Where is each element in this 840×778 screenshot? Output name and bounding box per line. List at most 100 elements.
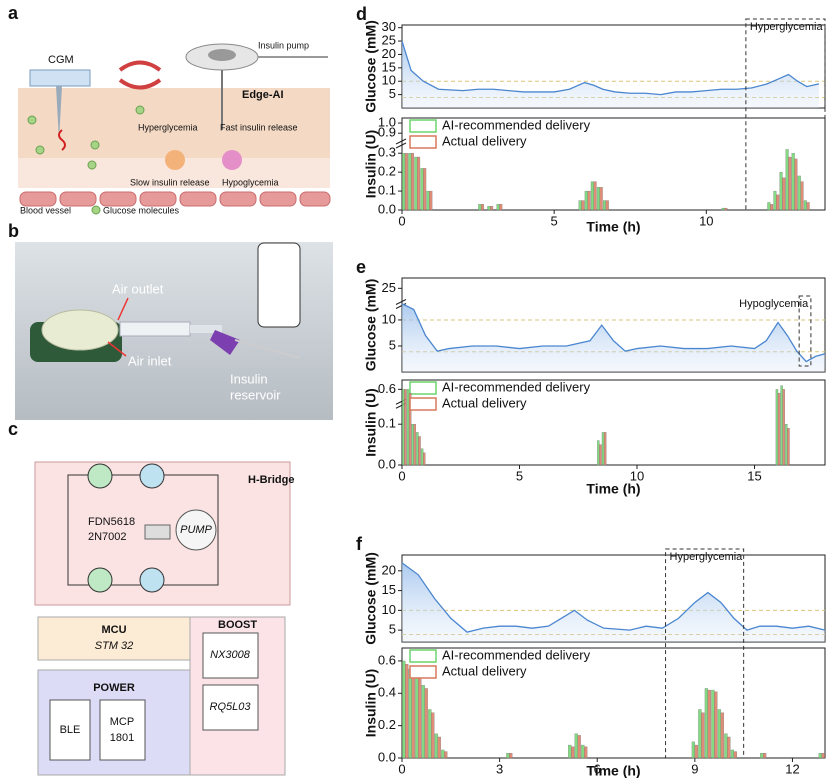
y-tick-label: 0.3	[378, 145, 396, 160]
bar	[426, 190, 430, 211]
bar	[707, 689, 711, 759]
x-tick-label: 12	[785, 761, 799, 776]
annotation-label: Hyperglycemia	[670, 551, 744, 563]
bar	[727, 736, 731, 759]
x-axis-label: Time (h)	[586, 763, 640, 778]
glucose-line	[401, 303, 826, 363]
bar	[704, 688, 709, 759]
bar	[599, 187, 603, 211]
legend-label: AI-recommended delivery	[442, 647, 591, 662]
x-tick-label: 6	[594, 761, 601, 776]
bar	[773, 190, 777, 211]
bar	[410, 153, 415, 211]
pump-body	[41, 309, 119, 351]
bar	[694, 744, 698, 759]
particle	[165, 150, 185, 170]
legend-swatch	[409, 665, 437, 679]
y-axis-label: Insulin (U)	[363, 130, 379, 198]
y-axis-label: Insulin (U)	[363, 669, 379, 737]
bar	[698, 709, 702, 759]
y-tick-label: 10	[382, 602, 396, 617]
bar	[431, 712, 435, 759]
legend-swatch	[409, 649, 437, 663]
bar	[584, 746, 588, 759]
bar	[411, 672, 415, 759]
bar	[424, 688, 428, 759]
y-axis-label: Insulin (U)	[363, 388, 379, 456]
bar	[478, 204, 482, 211]
transistor	[87, 567, 113, 593]
bar	[597, 440, 600, 466]
bar	[724, 733, 728, 759]
x-axis-label: Time (h)	[586, 481, 640, 497]
bar	[603, 200, 607, 211]
label: Hypoglycemia	[222, 177, 279, 187]
glucose-line	[401, 40, 820, 96]
annotation-label: Hypoglycemia	[739, 298, 809, 310]
bar	[411, 424, 414, 466]
label: MCU	[101, 624, 126, 636]
chip-box	[202, 632, 259, 679]
bar	[730, 749, 735, 759]
panel-a: a CGM Insulin pump Edge-AI Hyperglycemia…	[8, 3, 331, 215]
glucose-dots	[27, 105, 145, 170]
bar	[721, 207, 725, 211]
legend-swatch	[409, 135, 437, 149]
bar	[760, 752, 764, 759]
y-axis-label: Glucose (mM)	[363, 20, 379, 113]
y-tick-label: 5	[389, 622, 396, 637]
cgm-needle	[56, 86, 62, 140]
plot-frame	[401, 117, 826, 211]
bar	[581, 200, 585, 211]
bar	[434, 733, 438, 759]
bar	[581, 744, 585, 759]
label: STM 32	[95, 640, 134, 652]
label: MCP	[110, 716, 134, 728]
y-tick-label: 0.1	[378, 416, 396, 431]
bar	[421, 685, 425, 759]
label: FDN5618	[88, 516, 135, 528]
legend-label: Actual delivery	[442, 133, 527, 148]
particle	[222, 150, 242, 170]
label: RQ5L03	[210, 701, 252, 713]
bar	[714, 691, 718, 759]
bar	[444, 751, 448, 759]
y-tick-label: 5	[389, 86, 396, 101]
legend-label: AI-recommended delivery	[442, 379, 591, 394]
legend-swatch	[409, 397, 437, 411]
y-tick-label: 30	[382, 19, 396, 34]
pump-symbol	[175, 509, 217, 551]
bar	[775, 389, 779, 466]
y-tick-label: 15	[382, 59, 396, 74]
bar	[578, 200, 582, 211]
bar	[777, 392, 781, 466]
bar	[420, 448, 424, 466]
bar	[779, 171, 783, 211]
label: Glucose molecules	[103, 205, 180, 215]
y-tick-label: 25	[382, 280, 396, 295]
bar	[596, 187, 600, 211]
bar	[724, 207, 728, 211]
y-tick-label: 0.0	[378, 201, 396, 216]
bar	[506, 752, 510, 759]
bar	[414, 156, 418, 211]
bar	[776, 194, 780, 211]
label: Slow insulin release	[130, 177, 210, 187]
y-tick-label: 20	[382, 46, 396, 61]
x-axis-label: Time (h)	[586, 219, 640, 235]
label: BOOST	[218, 619, 257, 631]
y-tick-label: 10	[382, 311, 396, 326]
panel-letter: d	[356, 4, 367, 24]
label: BLE	[60, 724, 81, 736]
glucose-area	[402, 41, 819, 109]
panel-b: b Air outlet Air inlet Insulin reservoir	[8, 221, 333, 420]
label: NX3008	[210, 649, 251, 661]
label: H-Bridge	[248, 474, 294, 486]
label: 2N7002	[88, 531, 127, 543]
bar	[763, 752, 767, 759]
plot-frame	[401, 379, 826, 466]
x-tick-label: 0	[398, 761, 405, 776]
component	[144, 524, 171, 540]
blood-vessel-cells	[19, 191, 331, 207]
